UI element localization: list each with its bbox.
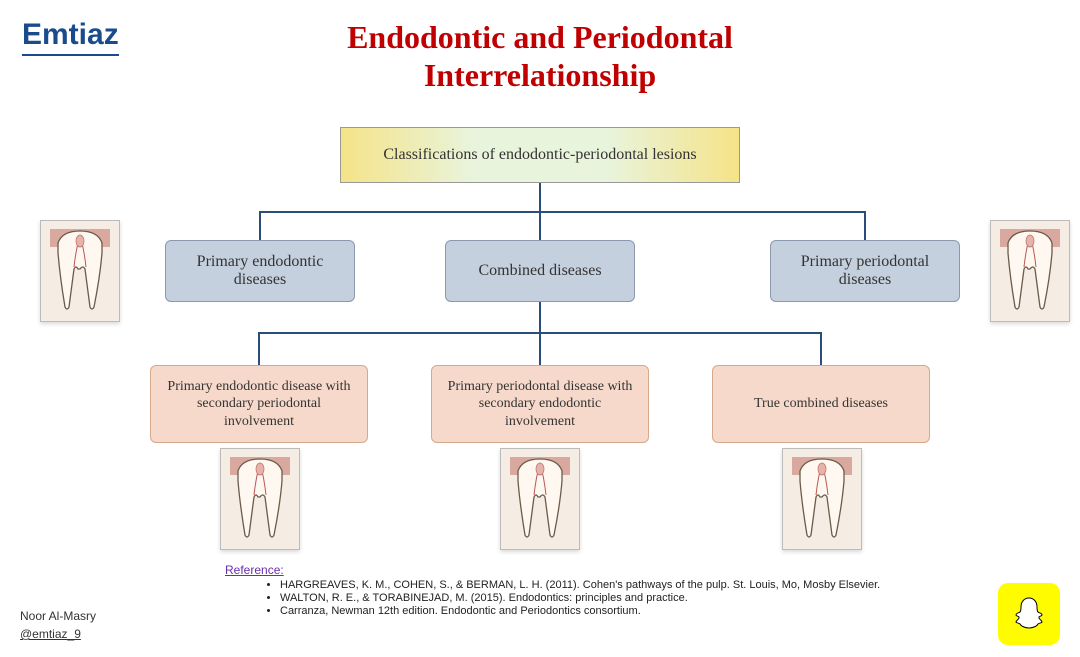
title-line-2: Interrelationship <box>424 57 656 93</box>
tooth-illustration <box>500 448 580 550</box>
references-block: Reference: HARGREAVES, K. M., COHEN, S.,… <box>225 563 880 618</box>
reference-item: HARGREAVES, K. M., COHEN, S., & BERMAN, … <box>280 579 880 591</box>
author-name: Noor Al-Masry <box>20 609 96 623</box>
title-line-1: Endodontic and Periodontal <box>347 19 733 55</box>
level1-node-periodontal: Primary periodontal diseases <box>770 240 960 302</box>
level2-label: Primary endodontic disease with secondar… <box>163 378 355 431</box>
connector <box>539 211 541 240</box>
connector <box>539 332 541 365</box>
connector <box>539 302 541 332</box>
tooth-illustration <box>220 448 300 550</box>
level2-label: True combined diseases <box>754 395 888 413</box>
level1-node-combined: Combined diseases <box>445 240 635 302</box>
tooth-illustration <box>990 220 1070 322</box>
level1-label: Primary endodontic diseases <box>176 253 344 289</box>
level1-node-endodontic: Primary endodontic diseases <box>165 240 355 302</box>
level2-node-true-combined: True combined diseases <box>712 365 930 443</box>
level2-label: Primary periodontal disease with seconda… <box>444 378 636 431</box>
level2-node-perio-secondary-endo: Primary periodontal disease with seconda… <box>431 365 649 443</box>
connector <box>259 211 261 240</box>
connector <box>820 332 822 365</box>
root-label: Classifications of endodontic-periodonta… <box>383 146 696 164</box>
references-header: Reference: <box>225 563 284 577</box>
tooth-illustration <box>40 220 120 322</box>
snapchat-icon <box>998 583 1060 645</box>
level1-label: Primary periodontal diseases <box>781 253 949 289</box>
page-title: Endodontic and Periodontal Interrelation… <box>0 18 1080 95</box>
connector <box>864 211 866 240</box>
level2-node-endo-secondary-perio: Primary endodontic disease with secondar… <box>150 365 368 443</box>
reference-item: Carranza, Newman 12th edition. Endodonti… <box>280 605 880 617</box>
level1-label: Combined diseases <box>478 262 601 280</box>
references-list: HARGREAVES, K. M., COHEN, S., & BERMAN, … <box>280 579 880 617</box>
reference-item: WALTON, R. E., & TORABINEJAD, M. (2015).… <box>280 592 880 604</box>
author-handle: @emtiaz_9 <box>20 627 81 641</box>
connector <box>259 211 866 213</box>
connector <box>258 332 260 365</box>
root-node: Classifications of endodontic-periodonta… <box>340 127 740 183</box>
connector <box>539 183 541 211</box>
tooth-illustration <box>782 448 862 550</box>
